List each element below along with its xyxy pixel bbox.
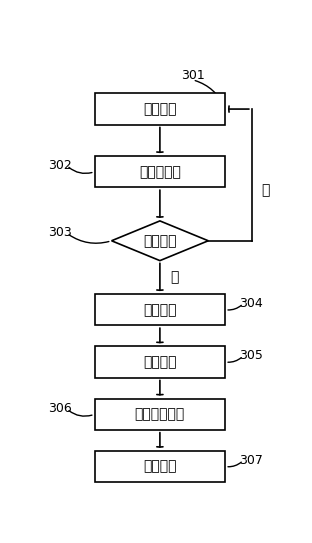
- Text: 305: 305: [239, 349, 262, 362]
- Text: 301: 301: [181, 69, 204, 82]
- FancyBboxPatch shape: [95, 346, 225, 378]
- Text: 模型比对: 模型比对: [143, 234, 177, 248]
- Text: 否: 否: [261, 184, 269, 198]
- FancyBboxPatch shape: [95, 156, 225, 187]
- FancyBboxPatch shape: [95, 93, 225, 125]
- Text: 情绪分类等级: 情绪分类等级: [135, 407, 185, 421]
- Text: 306: 306: [48, 401, 71, 414]
- Text: 303: 303: [48, 226, 71, 239]
- FancyBboxPatch shape: [95, 294, 225, 325]
- Text: 307: 307: [239, 454, 262, 467]
- Text: 语音接收: 语音接收: [143, 102, 177, 116]
- Text: 是: 是: [170, 270, 178, 284]
- Text: 提取词汇: 提取词汇: [143, 355, 177, 369]
- FancyBboxPatch shape: [95, 451, 225, 482]
- Text: 功能操作: 功能操作: [143, 459, 177, 473]
- Text: 304: 304: [239, 297, 262, 310]
- FancyBboxPatch shape: [95, 399, 225, 430]
- Polygon shape: [112, 221, 208, 261]
- Text: 302: 302: [48, 159, 71, 172]
- Text: 身份识别: 身份识别: [143, 303, 177, 317]
- Text: 语音预处理: 语音预处理: [139, 165, 181, 179]
